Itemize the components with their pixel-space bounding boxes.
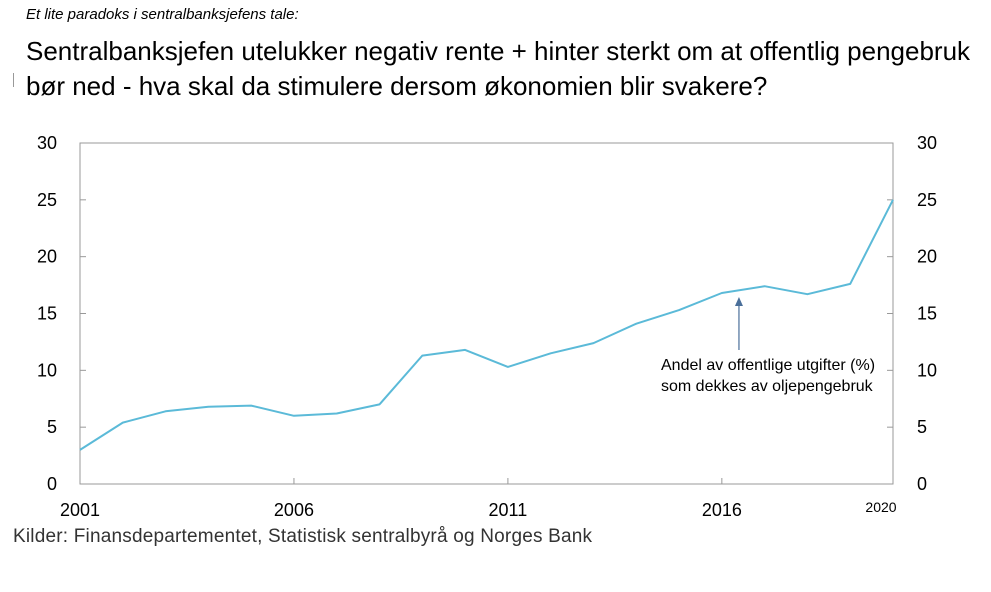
x-tick-label: 2006 bbox=[274, 500, 314, 520]
right-y-tick-label: 20 bbox=[917, 247, 937, 267]
series-layer bbox=[79, 199, 894, 451]
annotation-layer bbox=[734, 297, 743, 350]
right-y-axis: 0 5 10 15 20 25 30 bbox=[887, 133, 937, 494]
right-y-tick-label: 10 bbox=[917, 360, 937, 380]
x-tick-label: 2016 bbox=[702, 500, 742, 520]
left-y-tick-label: 10 bbox=[37, 360, 57, 380]
right-y-tick-label: 25 bbox=[917, 190, 937, 210]
left-y-tick-label: 0 bbox=[47, 474, 57, 494]
source-note: Kilder: Finansdepartementet, Statistisk … bbox=[13, 526, 593, 547]
left-y-tick-label: 30 bbox=[37, 133, 57, 153]
x-tick-label: 2001 bbox=[60, 500, 100, 520]
left-y-tick-label: 5 bbox=[47, 417, 57, 437]
right-y-tick-label: 5 bbox=[917, 417, 927, 437]
x-tick-label: 2020 bbox=[865, 499, 896, 515]
x-axis: 2001 2006 2011 2016 2020 bbox=[60, 478, 897, 520]
left-y-tick-label: 20 bbox=[37, 247, 57, 267]
right-y-tick-label: 15 bbox=[917, 304, 937, 324]
right-y-tick-label: 0 bbox=[917, 474, 927, 494]
left-y-axis: 0 5 10 15 20 25 30 bbox=[37, 133, 86, 494]
text-cursor-mark bbox=[13, 73, 14, 87]
plot-border bbox=[79, 142, 894, 485]
x-tick-label: 2011 bbox=[489, 500, 528, 520]
headline: Sentralbanksjefen utelukker negativ rent… bbox=[26, 36, 971, 101]
series-line bbox=[79, 199, 894, 451]
left-y-tick-label: 25 bbox=[37, 190, 57, 210]
annotation-arrow-head bbox=[734, 297, 743, 307]
kicker-text: Et lite paradoks i sentralbanksjefens ta… bbox=[26, 6, 299, 23]
left-y-tick-label: 15 bbox=[37, 304, 57, 324]
chart-annotation: Andel av offentlige utgifter (%) som dek… bbox=[661, 357, 876, 395]
right-y-tick-label: 30 bbox=[917, 133, 937, 153]
chart-frame bbox=[79, 142, 894, 485]
